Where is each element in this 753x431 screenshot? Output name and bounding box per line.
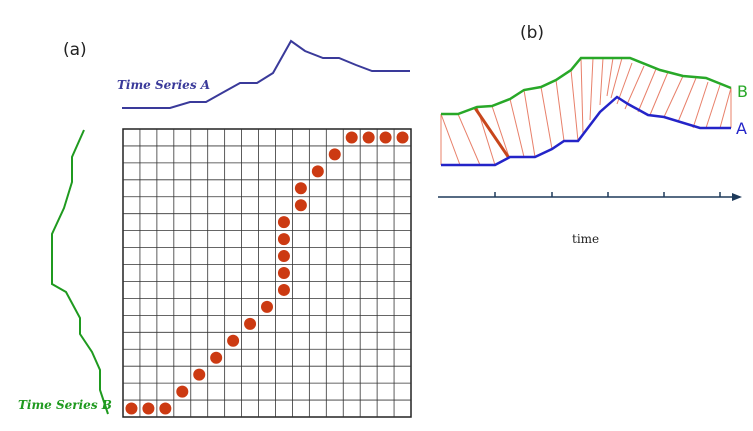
warping-path-point	[328, 148, 341, 161]
warping-path-point	[176, 385, 189, 398]
series-b-line	[441, 56, 732, 116]
series-a-line	[441, 95, 731, 167]
warping-path-point	[379, 131, 392, 144]
alignment-connectors	[440, 57, 732, 166]
warping-path-point	[142, 402, 155, 415]
highlighted-alignment	[473, 107, 511, 159]
series-b-letter: B	[737, 82, 748, 101]
warping-path-point	[261, 300, 273, 313]
warping-path-point	[345, 131, 358, 144]
panel-a-label: (a)	[63, 40, 87, 60]
time-axis-arrowhead	[732, 193, 742, 201]
time-series-a-curve	[122, 39, 410, 109]
cost-matrix-grid	[122, 128, 412, 418]
warping-path-point	[125, 402, 138, 415]
warping-path-point	[362, 131, 375, 144]
time-axis-label: time	[572, 232, 600, 246]
warping-path-point	[277, 216, 290, 229]
warping-path-point	[294, 182, 307, 195]
warping-path-point	[159, 402, 172, 415]
time-series-b-curve	[51, 129, 109, 415]
warping-path-point	[277, 233, 290, 246]
warping-path-point	[311, 165, 324, 178]
warping-path-point	[210, 351, 223, 364]
warping-path-point	[277, 250, 290, 263]
time-series-a-label: Time Series A	[117, 78, 211, 92]
warping-path-point	[294, 199, 307, 212]
series-a-letter: A	[736, 119, 747, 138]
warping-path-point	[277, 283, 290, 296]
warping-path	[125, 131, 409, 415]
warping-path-point	[396, 131, 409, 144]
warping-path-point	[193, 368, 206, 381]
panel-b-label: (b)	[520, 23, 545, 43]
warping-path-point	[227, 334, 240, 347]
warping-path-point	[277, 267, 290, 279]
warping-path-point	[244, 317, 257, 330]
time-series-b-label: Time Series B	[18, 398, 112, 412]
grid-border	[122, 128, 412, 418]
time-axis	[438, 192, 736, 198]
